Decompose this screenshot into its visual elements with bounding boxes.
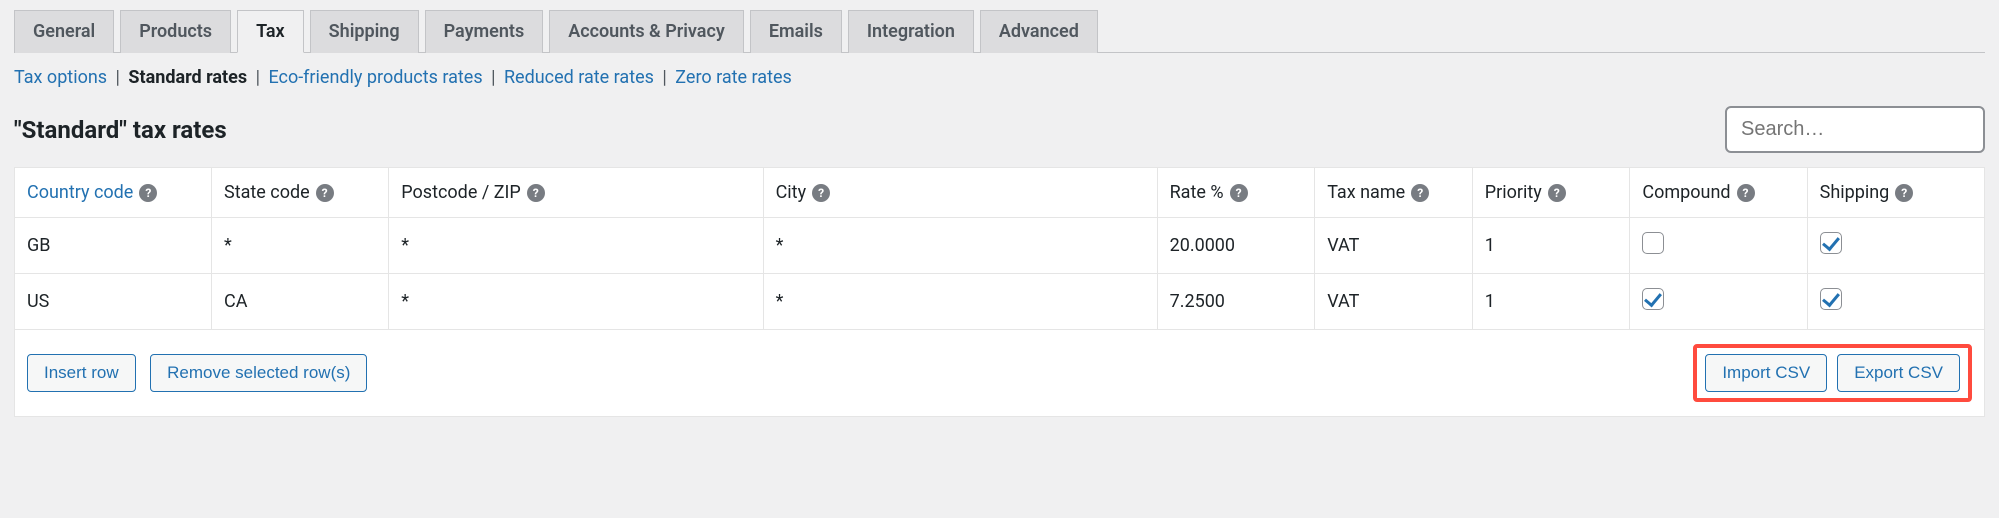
col-header-taxname: Tax name — [1327, 182, 1405, 203]
cell-shipping — [1807, 218, 1984, 274]
help-icon[interactable]: ? — [527, 184, 545, 202]
insert-row-button[interactable]: Insert row — [27, 354, 136, 392]
subnav-tax-options[interactable]: Tax options — [14, 67, 107, 88]
page-title: "Standard" tax rates — [14, 116, 227, 144]
help-icon[interactable]: ? — [1737, 184, 1755, 202]
export-csv-button[interactable]: Export CSV — [1837, 354, 1960, 392]
settings-tabs: GeneralProductsTaxShippingPaymentsAccoun… — [14, 10, 1985, 53]
row-actions: Insert row Remove selected row(s) — [27, 354, 367, 392]
col-header-shipping: Shipping — [1820, 182, 1890, 203]
compound-checkbox[interactable] — [1642, 232, 1664, 254]
help-icon[interactable]: ? — [1548, 184, 1566, 202]
tax-rates-table: Country code? State code? Postcode / ZIP… — [14, 167, 1985, 417]
col-header-compound: Compound — [1642, 182, 1730, 203]
help-icon[interactable]: ? — [812, 184, 830, 202]
search-input[interactable] — [1725, 106, 1985, 153]
cell-priority[interactable]: 1 — [1472, 274, 1630, 330]
tab-integration[interactable]: Integration — [848, 10, 974, 53]
tax-sub-nav: Tax options | Standard rates | Eco-frien… — [14, 67, 1985, 88]
col-header-country[interactable]: Country code — [27, 182, 133, 203]
col-header-rate: Rate % — [1170, 182, 1224, 203]
cell-shipping — [1807, 274, 1984, 330]
help-icon[interactable]: ? — [1411, 184, 1429, 202]
col-header-postcode: Postcode / ZIP — [401, 182, 520, 203]
tab-accounts-privacy[interactable]: Accounts & Privacy — [549, 10, 744, 53]
col-header-state: State code — [224, 182, 310, 203]
help-icon[interactable]: ? — [1230, 184, 1248, 202]
tab-general[interactable]: General — [14, 10, 114, 53]
cell-rate[interactable]: 7.2500 — [1157, 274, 1315, 330]
col-header-city: City — [776, 182, 807, 203]
subnav-standard-rates[interactable]: Standard rates — [128, 67, 247, 88]
tab-products[interactable]: Products — [120, 10, 231, 53]
subnav-zero-rate[interactable]: Zero rate rates — [675, 67, 792, 88]
cell-city[interactable]: * — [763, 274, 1157, 330]
compound-checkbox[interactable] — [1642, 288, 1664, 310]
csv-actions-highlight: Import CSV Export CSV — [1693, 344, 1972, 402]
tab-advanced[interactable]: Advanced — [980, 10, 1098, 53]
help-icon[interactable]: ? — [316, 184, 334, 202]
cell-state[interactable]: * — [212, 218, 389, 274]
cell-priority[interactable]: 1 — [1472, 218, 1630, 274]
help-icon[interactable]: ? — [139, 184, 157, 202]
table-row[interactable]: GB***20.0000VAT1 — [15, 218, 1985, 274]
cell-country[interactable]: GB — [15, 218, 212, 274]
cell-state[interactable]: CA — [212, 274, 389, 330]
cell-taxname[interactable]: VAT — [1315, 274, 1473, 330]
tab-payments[interactable]: Payments — [425, 10, 544, 53]
cell-taxname[interactable]: VAT — [1315, 218, 1473, 274]
tab-emails[interactable]: Emails — [750, 10, 842, 53]
help-icon[interactable]: ? — [1895, 184, 1913, 202]
cell-country[interactable]: US — [15, 274, 212, 330]
cell-rate[interactable]: 20.0000 — [1157, 218, 1315, 274]
tab-shipping[interactable]: Shipping — [310, 10, 419, 53]
cell-compound — [1630, 274, 1807, 330]
cell-postcode[interactable]: * — [389, 218, 763, 274]
subnav-reduced-rate[interactable]: Reduced rate rates — [504, 67, 654, 88]
cell-compound — [1630, 218, 1807, 274]
shipping-checkbox[interactable] — [1820, 232, 1842, 254]
shipping-checkbox[interactable] — [1820, 288, 1842, 310]
cell-postcode[interactable]: * — [389, 274, 763, 330]
col-header-priority: Priority — [1485, 182, 1542, 203]
import-csv-button[interactable]: Import CSV — [1705, 354, 1827, 392]
tab-tax[interactable]: Tax — [237, 10, 304, 53]
table-row[interactable]: USCA**7.2500VAT1 — [15, 274, 1985, 330]
remove-rows-button[interactable]: Remove selected row(s) — [150, 354, 367, 392]
cell-city[interactable]: * — [763, 218, 1157, 274]
subnav-eco-friendly[interactable]: Eco-friendly products rates — [268, 67, 482, 88]
